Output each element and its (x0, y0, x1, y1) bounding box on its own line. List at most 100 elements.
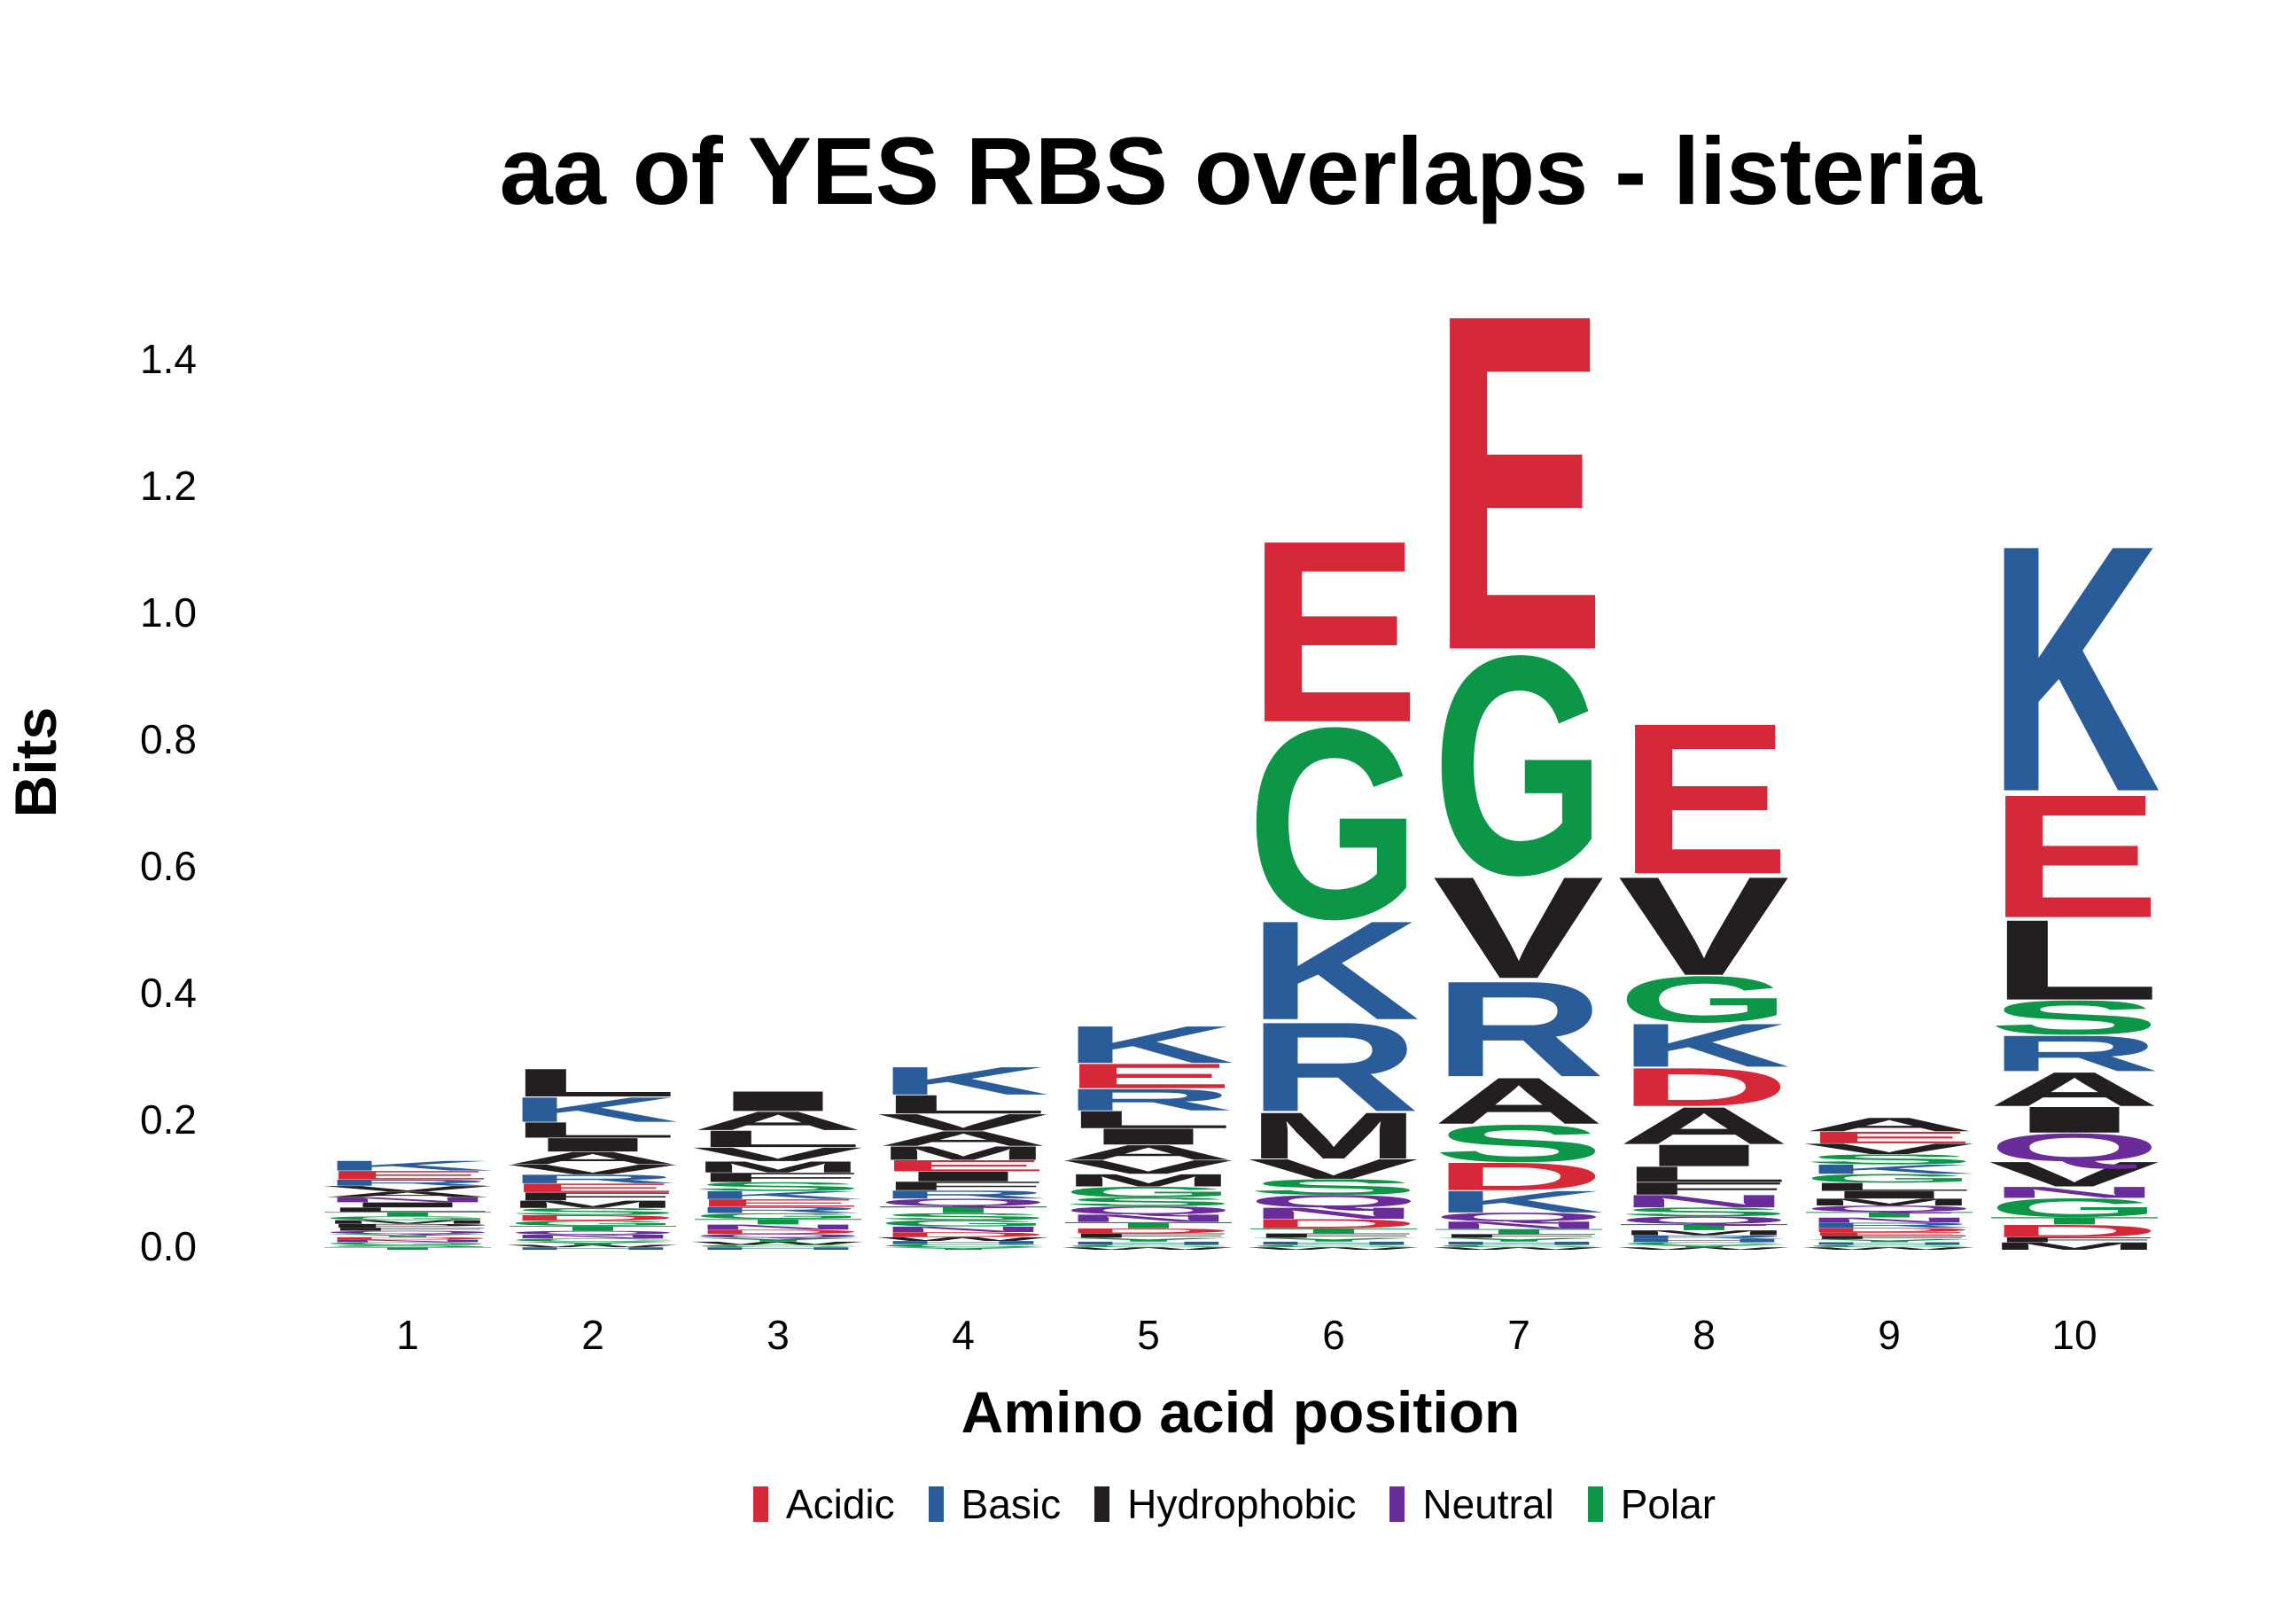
logo-letter-S: S (1062, 1195, 1235, 1209)
logo-letter-T: T (322, 1211, 494, 1218)
y-tick-label: 0.6 (140, 843, 197, 889)
x-tick-label: 9 (1878, 1312, 1901, 1358)
logo-letter-N: N (322, 1196, 494, 1204)
logo-letter-M: M (877, 1143, 1050, 1164)
logo-letter-S: S (1433, 1114, 1606, 1174)
logo-letter-C: C (877, 1244, 1050, 1249)
logo-letter-E: E (1248, 487, 1420, 776)
logo-letter-V: V (1618, 847, 1790, 1005)
logo-letter-Q: Q (1062, 1204, 1235, 1216)
logo-letter-S: S (1803, 1151, 1976, 1167)
logo-letter-F: F (1803, 1235, 1976, 1240)
logo-letter-D: D (877, 1231, 1050, 1239)
logo-letter-W: W (1433, 1246, 1605, 1250)
logo-letter-A: A (1803, 1114, 1976, 1135)
logo-letter-R: R (692, 1205, 865, 1215)
logo-letter-D: D (507, 1213, 680, 1222)
logo-letter-G: G (1248, 672, 1420, 976)
logo-letter-G: G (692, 1212, 865, 1221)
y-tick-label: 0.8 (140, 716, 197, 762)
logo-letter-Y: Y (1248, 1236, 1420, 1243)
logo-letter-E: E (877, 1157, 1050, 1174)
logo-letter-M: M (1989, 1240, 2161, 1252)
logo-letter-Q: Q (692, 1233, 865, 1239)
legend-label: Basic (961, 1481, 1062, 1527)
logo-letter-V: V (1803, 1141, 1975, 1158)
logo-letter-T: T (507, 1224, 680, 1232)
logo-letter-S: S (1248, 1174, 1420, 1199)
logo-letter-N: N (1433, 1220, 1606, 1231)
logo-letter-F: F (1618, 1179, 1791, 1198)
legend-label: Acidic (785, 1481, 895, 1527)
legend-item: Basic (928, 1480, 1062, 1528)
logo-letter-S: S (1989, 991, 2161, 1045)
logo-letter-K: K (692, 1189, 865, 1201)
legend-swatch (1389, 1486, 1405, 1522)
logo-letter-V: V (1062, 1156, 1234, 1177)
logo-letter-D: D (1248, 1216, 1420, 1231)
logo-letter-G: G (507, 1220, 680, 1228)
x-tick-label: 5 (1137, 1312, 1160, 1358)
logo-letter-F: F (1989, 1236, 2161, 1244)
logo-letter-M: M (507, 1198, 680, 1210)
logo-letter-H: H (1803, 1242, 1976, 1245)
x-tick-label: 7 (1507, 1312, 1530, 1358)
y-tick-label: 0.4 (140, 970, 197, 1016)
logo-letter-C: C (692, 1244, 865, 1248)
y-tick-label: 0.2 (140, 1096, 197, 1143)
logo-letter-N: N (877, 1225, 1050, 1234)
logo-letter-I: I (1989, 1099, 2161, 1141)
logo-letter-C: C (1433, 1244, 1606, 1248)
chart-title: aa of YES RBS overlaps - listeria (499, 117, 1982, 224)
logo-letter-D: D (1803, 1227, 1976, 1234)
logo-letter-H: H (1433, 1241, 1606, 1246)
logo-letter-L: L (1062, 1106, 1235, 1134)
logo-letter-Q: Q (1433, 1210, 1606, 1224)
legend-item: Polar (1587, 1480, 1716, 1528)
x-tick-label: 4 (952, 1312, 975, 1358)
logo-letter-R: R (1618, 1234, 1791, 1240)
x-tick-label: 10 (2051, 1312, 2097, 1358)
legend-item: Neutral (1389, 1480, 1554, 1528)
logo-letter-R: R (1433, 953, 1606, 1105)
logo-letter-A: A (322, 1190, 494, 1199)
logo-letter-K: K (1989, 472, 2161, 865)
logo-letter-W: W (1618, 1246, 1790, 1250)
logo-letter-A: A (1062, 1141, 1235, 1165)
logo-letter-D: D (1062, 1227, 1235, 1235)
logo-letter-E: E (692, 1197, 865, 1209)
logo-letter-R: R (507, 1172, 680, 1186)
legend-label: Neutral (1422, 1481, 1554, 1527)
logo-letter-F: F (1062, 1232, 1235, 1239)
logo-letter-T: T (1989, 1215, 2161, 1227)
logo-letter-T: T (322, 1246, 494, 1250)
logo-letter-T: T (1062, 1221, 1235, 1230)
logo-letter-M: M (1062, 1171, 1235, 1190)
logo-letter-V: V (1989, 1155, 2160, 1194)
logo-letter-T: T (1433, 1228, 1606, 1236)
legend-swatch (1587, 1486, 1603, 1522)
logo-letter-N: N (692, 1223, 865, 1231)
logo-letter-G: G (322, 1215, 494, 1221)
logo-letter-K: K (1062, 1015, 1235, 1073)
logo-letter-W: W (1803, 1246, 1975, 1250)
legend-swatch (928, 1486, 944, 1522)
logo-letter-V: V (1433, 846, 1605, 1009)
logo-letter-E: E (1803, 1128, 1976, 1147)
logo-letter-K: K (322, 1158, 494, 1174)
x-tick-label: 8 (1693, 1312, 1716, 1358)
logo-letter-I: I (1803, 1189, 1976, 1200)
logo-letter-H: H (692, 1246, 865, 1250)
logo-letter-N: N (1618, 1191, 1791, 1211)
logo-letter-G: G (1062, 1183, 1235, 1200)
logo-letter-T: T (1618, 1222, 1791, 1232)
logo-letter-L: L (322, 1206, 494, 1213)
logo-letter-E: E (1989, 758, 2161, 955)
logo-letter-R: R (877, 1188, 1050, 1200)
logo-letter-M: M (1803, 1197, 1976, 1207)
logo-letter-S: S (692, 1180, 865, 1194)
legend-item: Hydrophobic (1094, 1480, 1356, 1528)
logo-letter-G: G (1433, 590, 1606, 940)
logo-letter-V: V (322, 1184, 494, 1193)
